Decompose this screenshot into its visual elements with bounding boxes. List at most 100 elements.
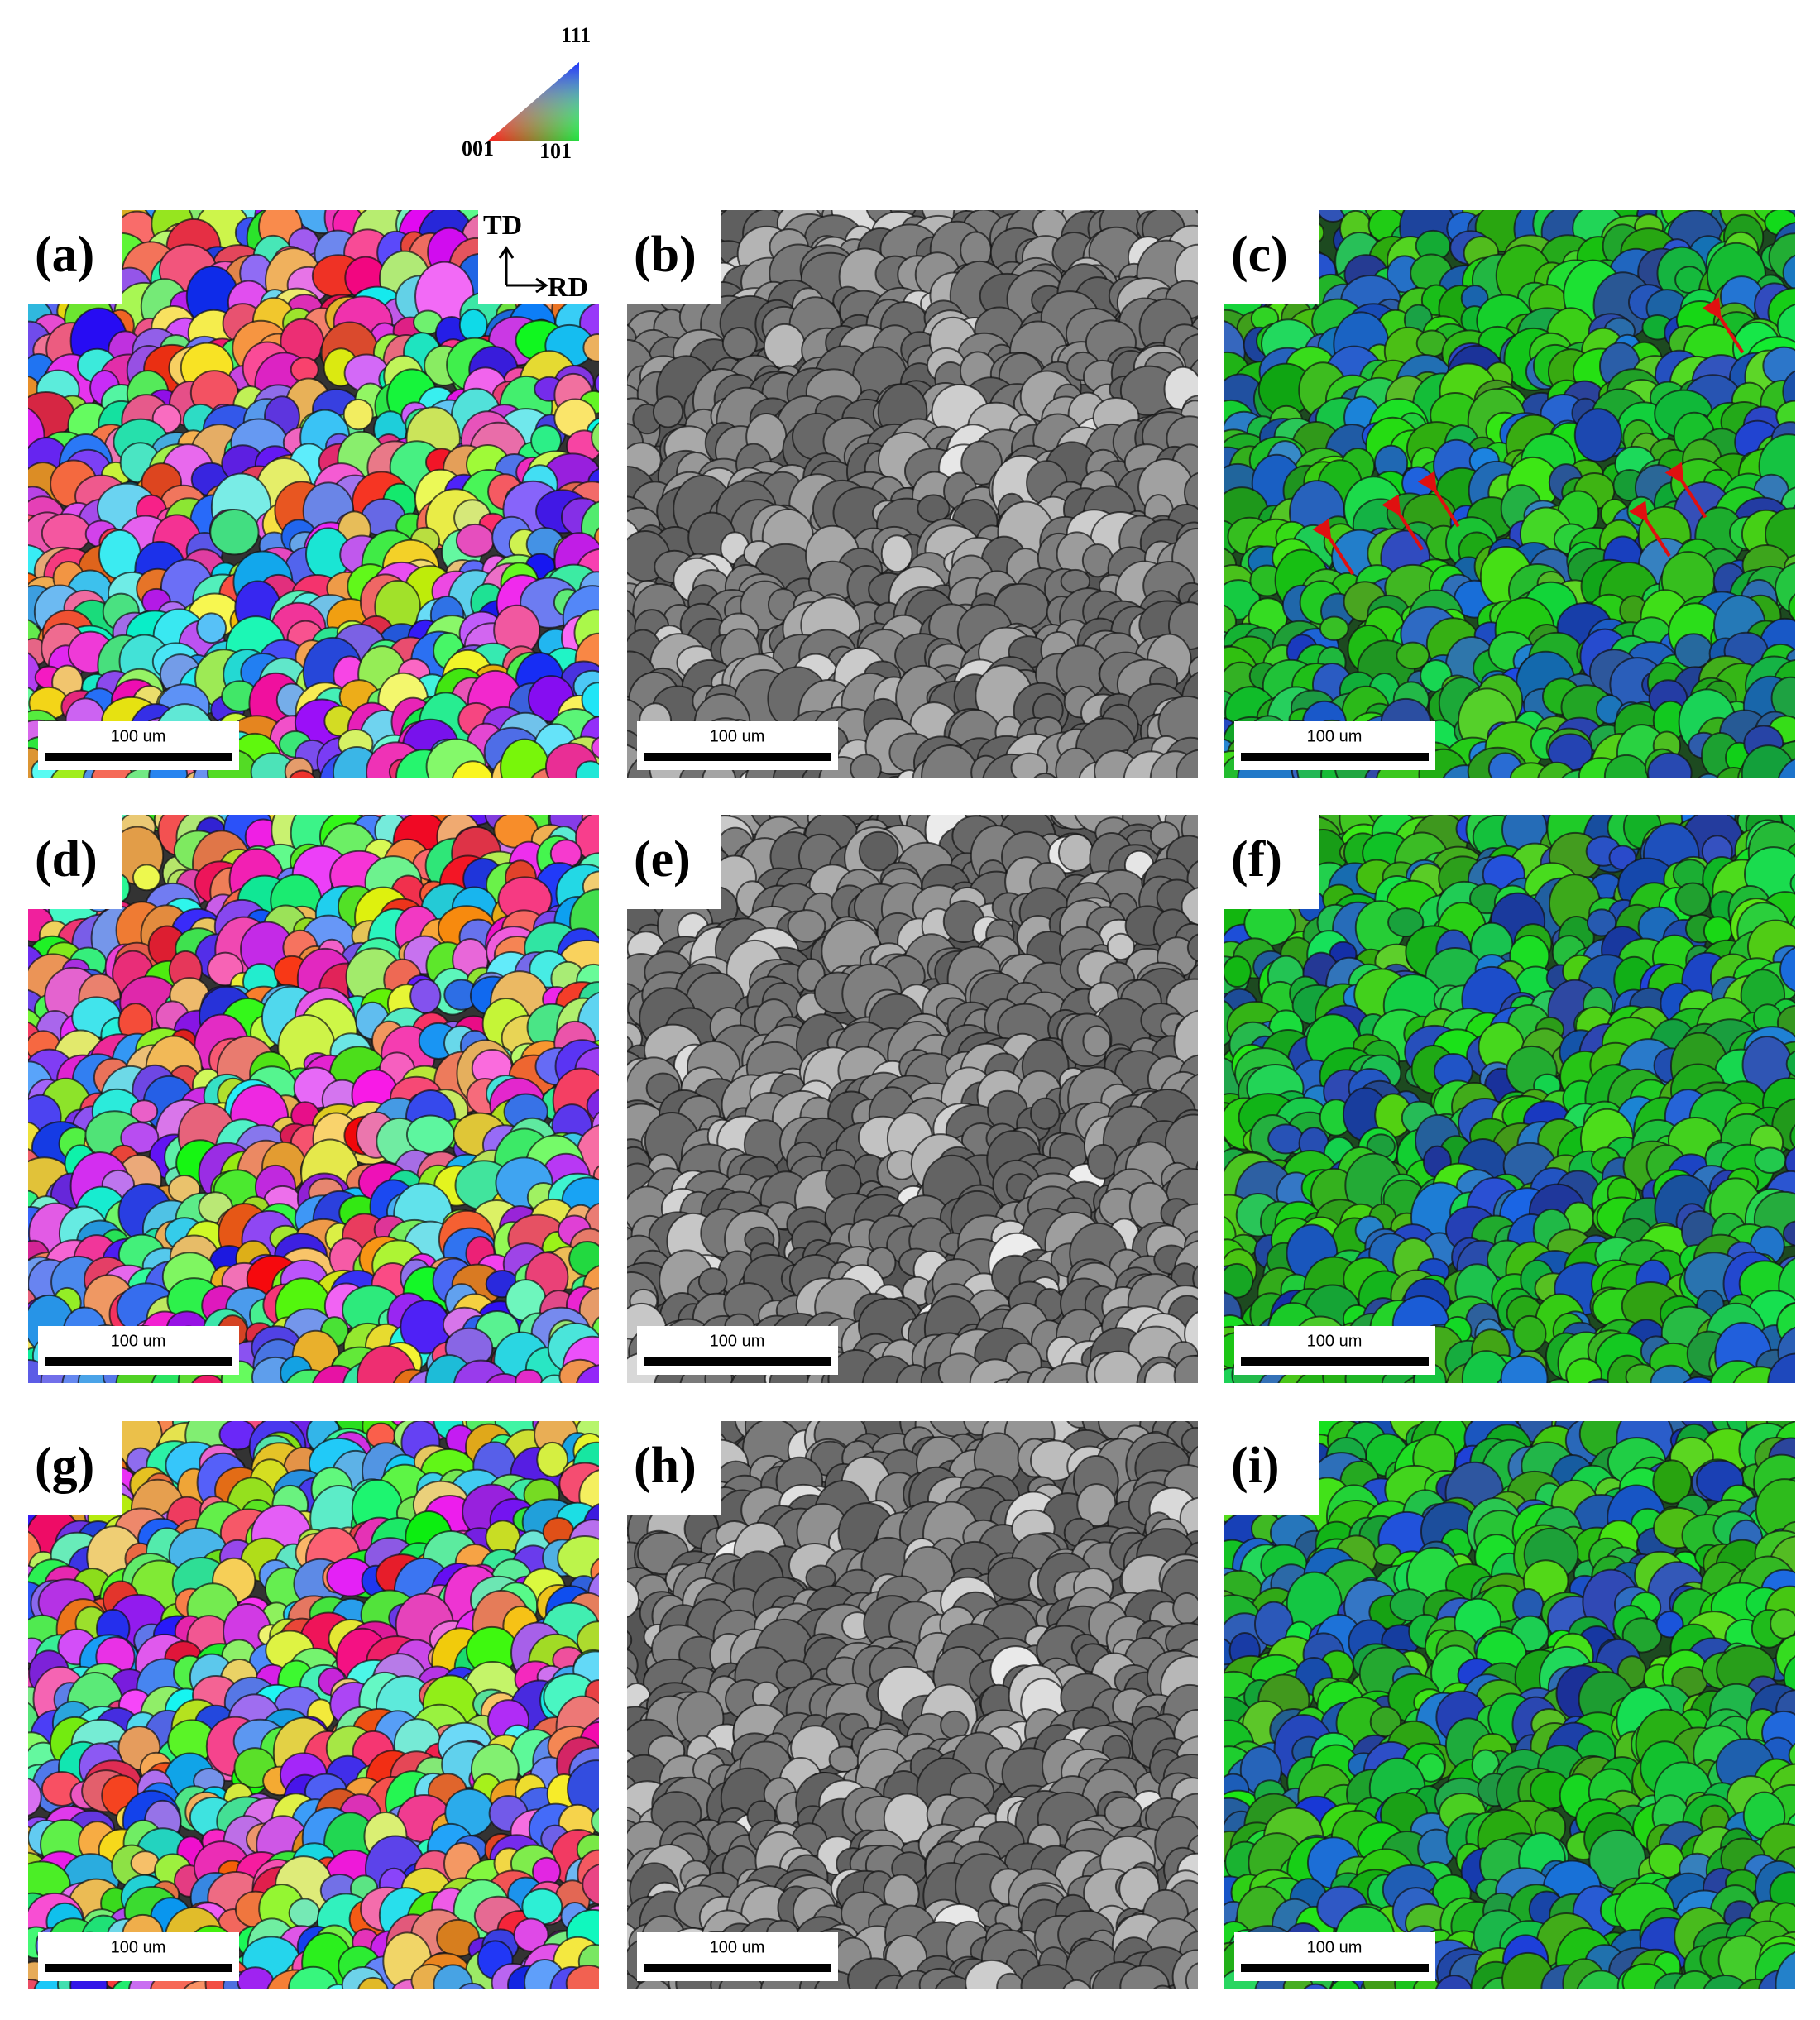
grain-map (627, 1421, 1198, 1989)
label-box (28, 1421, 122, 1515)
grain (568, 1241, 599, 1277)
grain (993, 1378, 1020, 1383)
grain (627, 1630, 633, 1650)
grain (1195, 1161, 1198, 1178)
grain (594, 373, 599, 395)
grain (557, 1535, 599, 1581)
grain (666, 210, 687, 214)
grain (1762, 346, 1795, 385)
grain (1697, 773, 1721, 778)
grain (591, 736, 599, 759)
scale-bar-box (38, 721, 239, 770)
grain (787, 909, 826, 943)
grain (1057, 833, 1094, 872)
grain (453, 1359, 509, 1383)
scale-bar-text: 100 um (710, 727, 765, 745)
grain (721, 327, 758, 361)
grain (1785, 1050, 1795, 1078)
scale-bar (45, 1964, 232, 1972)
grain (1565, 1357, 1602, 1383)
map-panel: (c)100 um (1224, 210, 1795, 778)
grain (1319, 615, 1349, 641)
grain (1683, 1376, 1715, 1383)
grain (1224, 955, 1252, 988)
grain (1791, 352, 1795, 373)
grain-map (1224, 815, 1795, 1383)
grain (1082, 1025, 1112, 1057)
grain (1777, 758, 1795, 778)
grain (191, 1374, 224, 1383)
grain (1173, 1354, 1198, 1383)
grain (1030, 1097, 1061, 1130)
scale-bar-text: 100 um (1307, 727, 1363, 745)
map-panel: (g)100 um (28, 1421, 599, 1989)
grain (1754, 1146, 1787, 1175)
scale-bar-box (1234, 1326, 1435, 1375)
scale-bar-box (637, 721, 838, 770)
scale-bar-box (38, 1326, 239, 1375)
label-box (1224, 815, 1319, 909)
grain-map (1224, 210, 1795, 778)
label-box (1224, 210, 1319, 304)
grain (1784, 1146, 1795, 1179)
map-panel: (d)100 um (28, 815, 599, 1383)
grain (1094, 1350, 1143, 1383)
grain (1789, 873, 1795, 894)
scale-bar (644, 753, 831, 761)
grain (1176, 749, 1198, 778)
grain (405, 1114, 455, 1155)
scale-bar (1241, 1357, 1429, 1366)
grain (1316, 210, 1350, 223)
grain (575, 760, 599, 778)
grain (342, 398, 374, 431)
grain (858, 830, 899, 872)
grain (1195, 210, 1198, 215)
map-panel: (f)100 um (1224, 815, 1795, 1383)
grain (457, 1982, 486, 1989)
grain (1792, 504, 1795, 521)
panel-label: (b) (634, 227, 697, 283)
ipf-triangle-overlay (488, 62, 579, 141)
scale-bar-box (637, 1326, 838, 1375)
grain (132, 864, 161, 892)
map-panel: (b) 100 um (627, 210, 1198, 778)
grain (1573, 408, 1623, 462)
grain (917, 494, 951, 524)
scale-bar-box (1234, 721, 1435, 770)
grain (513, 1917, 549, 1952)
scale-bar-box (38, 1932, 239, 1981)
label-box (627, 210, 721, 304)
grain (1548, 1378, 1572, 1383)
grain (652, 395, 684, 428)
grain (1032, 772, 1057, 778)
grain (120, 1121, 160, 1155)
panel-label: (d) (35, 831, 98, 888)
grain (410, 978, 442, 1014)
grain (1782, 1220, 1795, 1247)
label-box (627, 815, 721, 909)
label-box (28, 815, 122, 909)
grain (1396, 641, 1430, 670)
grain (1387, 907, 1425, 938)
grain (1267, 1123, 1305, 1155)
grain (1172, 1592, 1198, 1625)
grain (627, 815, 633, 830)
grain (960, 440, 1003, 486)
grain (196, 612, 228, 644)
scale-bar (45, 753, 232, 761)
grain (682, 210, 706, 213)
grain (209, 508, 260, 556)
grain (1674, 882, 1712, 917)
grain (1512, 1314, 1547, 1353)
legend-label: 111 (561, 23, 591, 47)
scale-bar-text: 100 um (111, 727, 166, 745)
grain (1192, 1265, 1198, 1292)
grain (1776, 304, 1795, 348)
grain (582, 333, 599, 362)
grain (1224, 1262, 1254, 1299)
map-panel: (h)100 um (627, 1421, 1198, 1989)
grain (591, 422, 599, 453)
grain (1767, 1352, 1795, 1383)
grain (28, 391, 75, 438)
grain-map (627, 815, 1198, 1383)
